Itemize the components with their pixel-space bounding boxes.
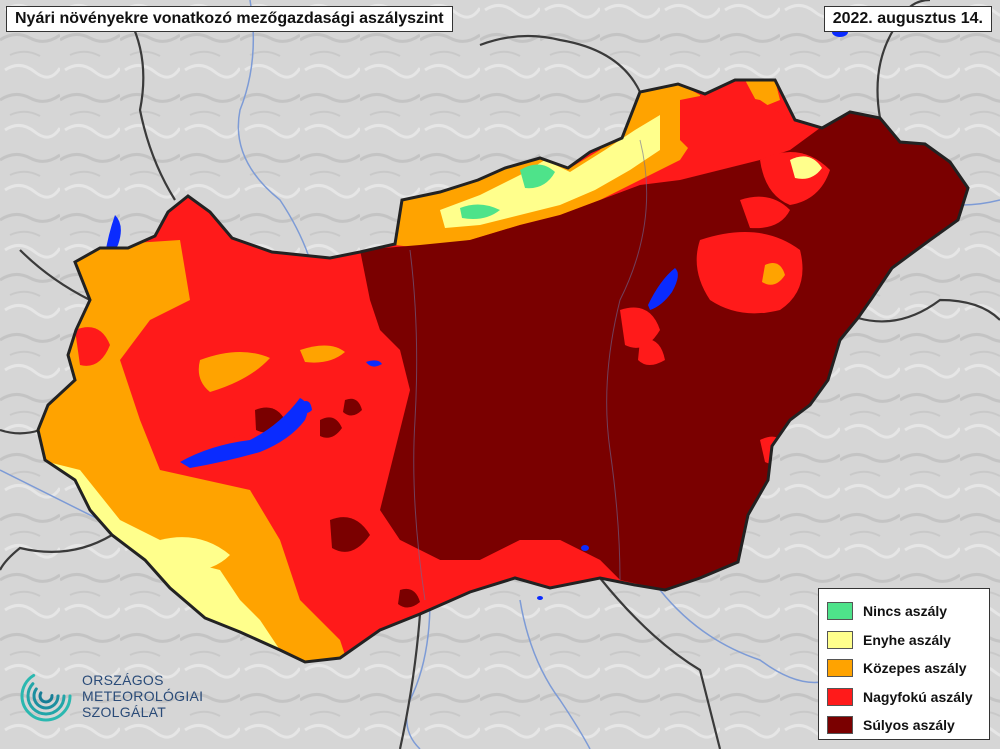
lake-tisza [648,268,678,310]
legend-swatch [827,630,853,649]
logo-line: ORSZÁGOS [82,672,164,688]
inner-rivers [409,139,648,601]
map-title: Nyári növényekre vonatkozó mezőgazdasági… [6,6,453,32]
lake-balaton [180,398,308,468]
legend-item-mild: Enyhe aszály [827,626,981,655]
logo-line: METEOROLÓGIAI [82,688,204,704]
legend-label: Közepes aszály [863,660,967,677]
legend-label: Súlyos aszály [863,717,955,734]
logo-line: SZOLGÁLAT [82,704,167,720]
omsz-logo: ORSZÁGOS METEOROLÓGIAI SZOLGÁLAT [18,668,203,724]
map-date: 2022. augusztus 14. [823,6,992,32]
legend-swatch [827,716,853,735]
legend-label: Nagyfokú aszály [863,688,973,705]
legend-label: Enyhe aszály [863,631,951,648]
legend-item-severe: Súlyos aszály [827,711,981,740]
legend-swatch [827,602,853,621]
legend-swatch [827,659,853,678]
lake-neusiedl [105,215,121,257]
legend-item-none: Nincs aszály [827,597,981,626]
legend: Nincs aszály Enyhe aszály Közepes aszály… [818,588,990,740]
legend-label: Nincs aszály [863,603,948,620]
legend-swatch [827,687,853,706]
omsz-swirl-icon [20,670,72,722]
legend-item-high: Nagyfokú aszály [827,683,981,712]
logo-text: ORSZÁGOS METEOROLÓGIAI SZOLGÁLAT [82,672,203,720]
legend-item-moderate: Közepes aszály [827,654,981,683]
lake-velence [366,360,382,367]
